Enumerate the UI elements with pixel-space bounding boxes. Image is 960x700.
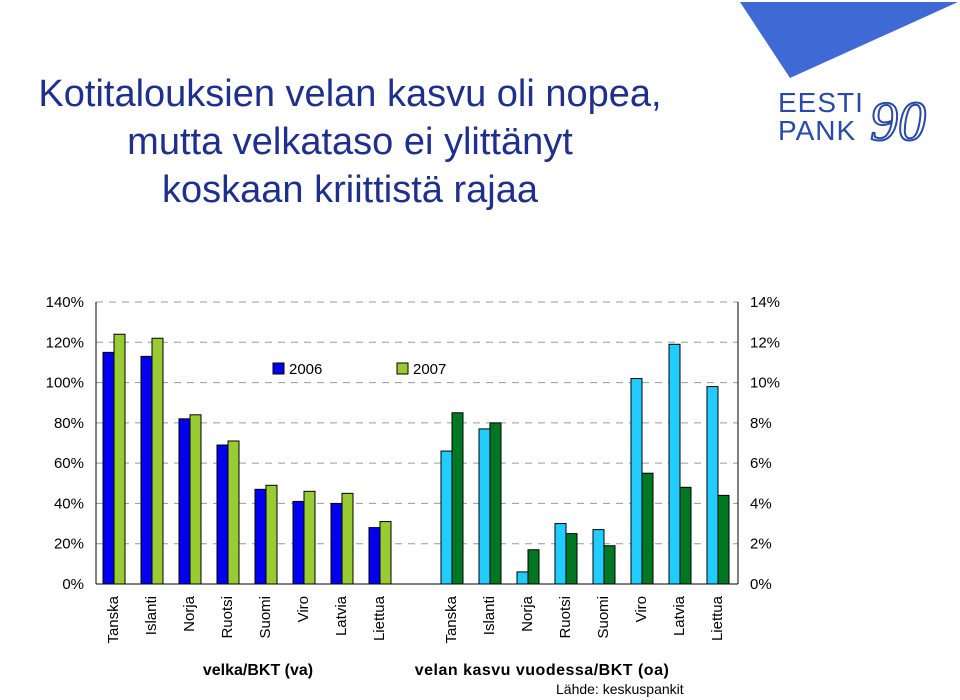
left-tick-label: 100% — [46, 375, 84, 392]
legend-label-2007: 2007 — [413, 361, 446, 378]
bar-left-2007-suomi — [265, 484, 278, 585]
category-label: Tanska — [443, 595, 460, 643]
category-label: Ruotsi — [557, 596, 574, 639]
category-label: Tanska — [105, 595, 122, 643]
title-line-1: Kotitalouksien velan kasvu oli nopea, — [38, 73, 662, 115]
bar-left-2006-latvia — [330, 502, 343, 585]
category-label: Islanti — [481, 596, 498, 635]
right-tick-label: 0% — [750, 576, 772, 593]
title-line-3: koskaan kriittistä rajaa — [162, 169, 538, 211]
bar-left-2006-ruotsi — [216, 444, 229, 585]
category-label: Suomi — [257, 596, 274, 639]
category-label: Suomi — [595, 596, 612, 639]
bar-left-2006-liettua — [368, 527, 381, 585]
bar-right-2006-viro — [630, 378, 643, 585]
right-tick-label: 10% — [750, 375, 780, 392]
bar-right-2007-liettua — [717, 494, 730, 585]
right-tick-label: 6% — [750, 455, 772, 472]
bar-left-2007-latvia — [341, 492, 354, 585]
group-label: velan kasvu vuodessa/BKT (oa) — [415, 662, 670, 679]
bar-left-2007-viro — [303, 490, 316, 585]
logo-triangle — [740, 2, 958, 78]
left-tick-label: 0% — [62, 576, 84, 593]
logo-text-line2: PANK — [778, 115, 856, 146]
category-label: Liettua — [709, 595, 726, 641]
bar-right-2006-liettua — [706, 386, 719, 585]
bar-left-2007-ruotsi — [227, 440, 240, 585]
right-tick-label: 14% — [750, 294, 780, 311]
title-line-2: mutta velkataso ei ylittänyt — [127, 121, 573, 163]
bar-right-2007-suomi — [603, 545, 616, 585]
right-tick-label: 2% — [750, 536, 772, 553]
legend-label-2006: 2006 — [289, 361, 322, 378]
bar-right-2006-islanti — [478, 428, 491, 585]
category-label: Islanti — [143, 596, 160, 635]
legend-swatch-2006 — [272, 362, 285, 375]
bar-right-2006-ruotsi — [554, 523, 567, 585]
category-label: Norja — [181, 595, 198, 632]
category-label: Latvia — [333, 595, 350, 636]
bar-right-2006-norja — [516, 571, 529, 585]
slide-title: Kotitalouksien velan kasvu oli nopea, mu… — [0, 70, 700, 214]
left-tick-label: 120% — [46, 334, 84, 351]
bar-right-2006-tanska — [440, 450, 453, 585]
bar-left-2007-norja — [189, 414, 202, 585]
bar-left-2007-tanska — [113, 333, 126, 585]
bar-right-2007-tanska — [451, 412, 464, 585]
logo-mark: 90 — [870, 91, 926, 153]
bar-left-2006-islanti — [140, 355, 153, 585]
source-note: Lähde: keskuspankit — [556, 681, 684, 697]
category-label: Ruotsi — [219, 596, 236, 639]
bar-right-2007-islanti — [489, 422, 502, 585]
bar-right-2007-viro — [641, 472, 654, 585]
left-tick-label: 60% — [54, 455, 84, 472]
category-label: Norja — [519, 595, 536, 632]
bar-left-2006-norja — [178, 418, 191, 585]
bar-right-2007-ruotsi — [565, 533, 578, 585]
bar-left-2007-liettua — [379, 521, 392, 585]
left-tick-label: 40% — [54, 495, 84, 512]
bar-right-2006-latvia — [668, 343, 681, 585]
bar-left-2007-islanti — [151, 337, 164, 585]
right-tick-label: 12% — [750, 334, 780, 351]
left-tick-label: 80% — [54, 415, 84, 432]
category-label: Viro — [633, 596, 650, 622]
left-tick-label: 20% — [54, 536, 84, 553]
logo-text-line1: EESTI — [778, 87, 864, 118]
category-label: Latvia — [671, 595, 688, 636]
bar-left-2006-viro — [292, 500, 305, 585]
right-tick-label: 8% — [750, 415, 772, 432]
eesti-pank-logo: EESTI PANK 90 — [740, 2, 958, 154]
bar-left-2006-tanska — [102, 351, 115, 585]
legend-swatch-2007 — [396, 362, 409, 375]
group-label: velka/BKT (va) — [203, 662, 313, 679]
right-tick-label: 4% — [750, 495, 772, 512]
bar-right-2007-norja — [527, 549, 540, 585]
bar-right-2006-suomi — [592, 529, 605, 585]
bar-right-2007-latvia — [679, 486, 692, 585]
bar-left-2006-suomi — [254, 488, 267, 585]
category-label: Liettua — [371, 595, 388, 641]
category-label: Viro — [295, 596, 312, 622]
left-tick-label: 140% — [46, 294, 84, 311]
